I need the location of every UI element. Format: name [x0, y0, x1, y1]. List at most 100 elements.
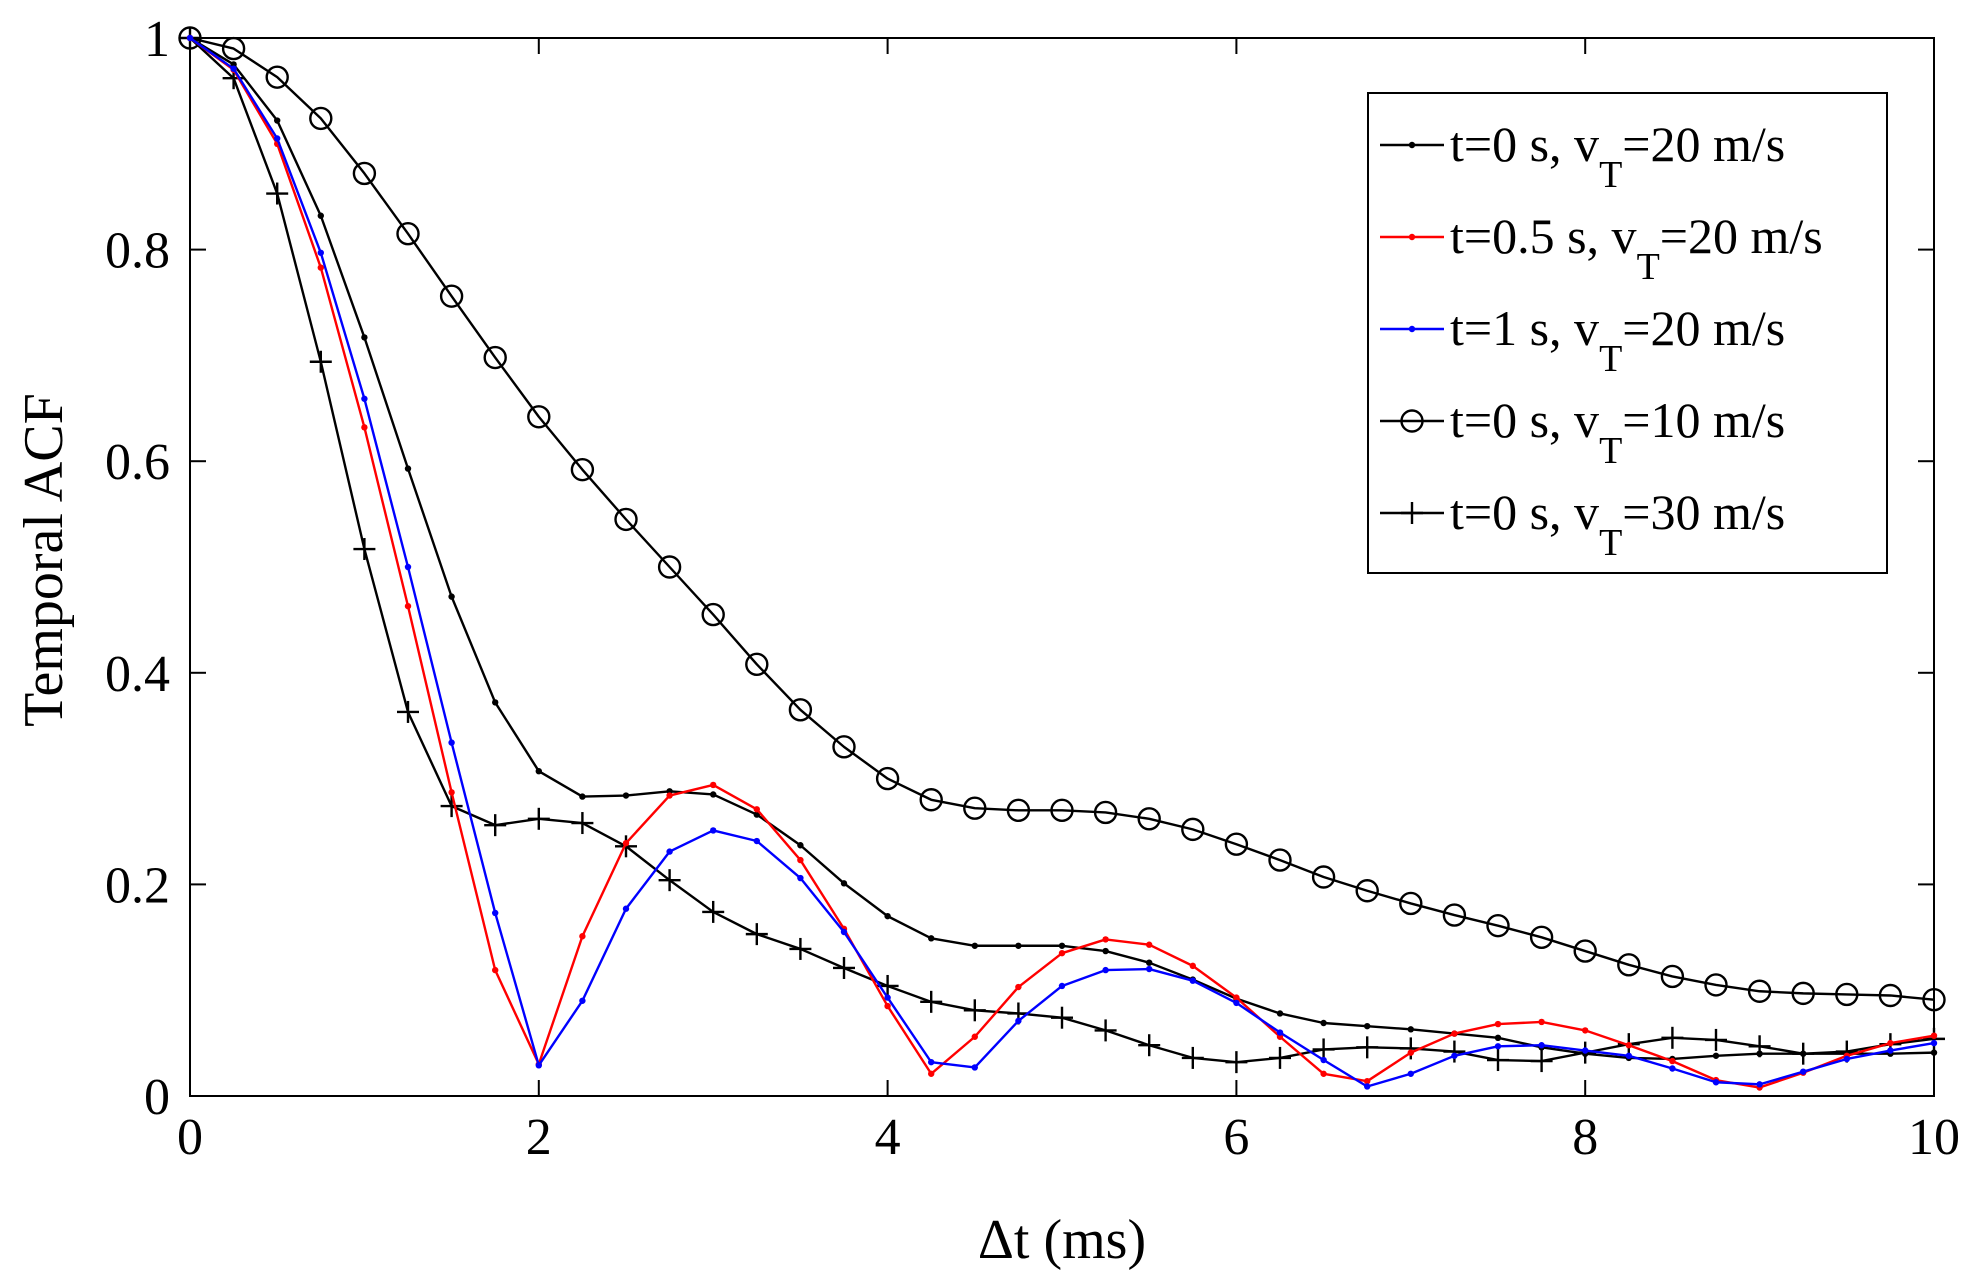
data-point	[492, 966, 499, 974]
data-point	[186, 34, 194, 42]
data-point	[440, 795, 463, 818]
data-point	[920, 990, 943, 1013]
data-point	[919, 788, 943, 812]
data-point	[309, 350, 332, 373]
data-point	[266, 182, 289, 205]
x-tick-label: 4	[875, 1109, 901, 1166]
data-point	[971, 1033, 978, 1040]
data-point	[1494, 1020, 1502, 1028]
data-point	[1712, 1079, 1720, 1086]
legend-label: t=1 s, vT=20 m/s	[1450, 300, 1785, 380]
data-point	[1356, 1036, 1379, 1059]
x-tick-label: 6	[1223, 1109, 1249, 1166]
data-point	[1486, 913, 1510, 938]
data-point	[1669, 1057, 1676, 1065]
data-point	[439, 284, 464, 308]
data-point	[1094, 1019, 1117, 1042]
data-point	[963, 999, 986, 1022]
data-point	[789, 937, 812, 960]
legend-entry-4: t=0 s, vT=30 m/s	[1380, 484, 1785, 564]
data-point	[397, 700, 419, 723]
data-point	[884, 912, 891, 920]
data-point	[1320, 1019, 1327, 1027]
data-point	[1276, 1029, 1284, 1036]
data-point	[1225, 1051, 1248, 1074]
data-point	[1233, 994, 1240, 1001]
x-tick-label: 8	[1572, 1109, 1598, 1166]
data-point	[1399, 891, 1423, 916]
y-tick-label: 0	[144, 1069, 170, 1126]
data-point	[1015, 983, 1022, 991]
data-point	[1747, 979, 1772, 1003]
data-point	[963, 796, 987, 820]
data-point	[1887, 1039, 1894, 1047]
data-point	[797, 874, 804, 882]
data-point	[1269, 1046, 1291, 1069]
data-point	[1268, 848, 1292, 872]
y-tick-label: 0.6	[105, 434, 170, 491]
data-point	[361, 334, 368, 341]
x-tick-label: 2	[526, 1109, 552, 1166]
data-point	[361, 395, 368, 402]
legend-label-tail: =20 m/s	[1622, 300, 1785, 356]
data-point	[492, 909, 499, 917]
data-point	[1146, 965, 1153, 973]
data-point	[1058, 982, 1066, 990]
data-point	[1407, 1070, 1415, 1077]
data-point	[1050, 798, 1074, 823]
data-point	[265, 65, 289, 89]
data-point	[274, 135, 281, 142]
data-point	[1529, 925, 1554, 949]
data-point	[1233, 999, 1240, 1007]
data-point	[535, 1062, 542, 1069]
data-point	[753, 806, 760, 813]
data-point	[1364, 1077, 1371, 1085]
data-point	[1930, 1032, 1938, 1039]
data-point	[1181, 817, 1205, 842]
legend-label-main: t=0 s, v	[1450, 116, 1599, 172]
legend-label-tail: =20 m/s	[1660, 208, 1823, 264]
data-point	[1320, 1070, 1327, 1077]
data-point	[1451, 1030, 1458, 1037]
legend-label-subscript: T	[1599, 338, 1622, 380]
data-point	[745, 652, 769, 677]
data-point	[361, 424, 368, 431]
legend-label: t=0 s, vT=10 m/s	[1450, 392, 1785, 472]
data-point	[404, 602, 412, 610]
y-tick-label: 0.8	[105, 223, 170, 280]
data-point	[1006, 798, 1031, 823]
data-point	[928, 935, 935, 942]
data-point	[1189, 962, 1197, 970]
data-point	[1617, 953, 1641, 977]
data-point	[833, 956, 855, 979]
data-point	[875, 766, 900, 791]
data-point	[1756, 1050, 1763, 1057]
data-point	[1887, 1047, 1894, 1054]
data-point	[1712, 1052, 1720, 1059]
data-point	[571, 812, 594, 835]
data-point	[614, 507, 638, 532]
series-line-3	[189, 36, 1935, 1001]
data-point	[701, 602, 725, 627]
y-tick-label: 0.4	[105, 646, 170, 703]
data-point	[1146, 959, 1153, 966]
data-point	[971, 942, 978, 949]
legend-label-subscript: T	[1599, 154, 1622, 196]
series-2	[186, 34, 1938, 1090]
data-point	[1530, 1050, 1553, 1073]
data-point	[1800, 1068, 1807, 1075]
data-point	[570, 457, 595, 482]
data-point	[1494, 1043, 1502, 1050]
series-1	[186, 34, 1938, 1091]
series-3	[178, 26, 1946, 1012]
data-point	[1137, 807, 1161, 831]
data-point	[622, 905, 630, 912]
data-point	[1276, 1010, 1284, 1017]
data-point	[1930, 1039, 1938, 1047]
data-point	[1058, 942, 1066, 949]
data-point	[753, 837, 760, 845]
legend-group: t=0 s, vT=20 m/st=0.5 s, vT=20 m/st=1 s,…	[1367, 92, 1888, 574]
legend-entry-0: t=0 s, vT=20 m/s	[1380, 116, 1785, 196]
